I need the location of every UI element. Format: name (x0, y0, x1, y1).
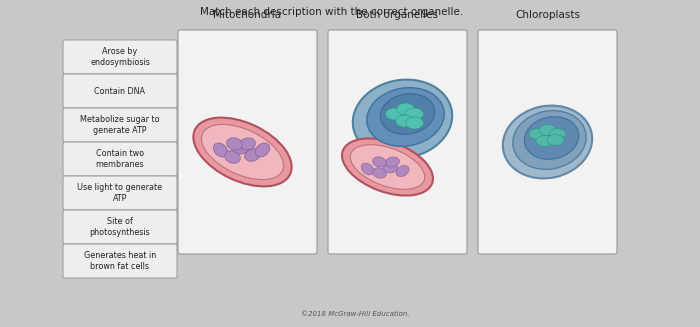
FancyBboxPatch shape (328, 30, 467, 254)
Text: Contain DNA: Contain DNA (94, 87, 146, 95)
Ellipse shape (350, 145, 425, 189)
FancyBboxPatch shape (63, 142, 177, 176)
Ellipse shape (353, 79, 452, 158)
Ellipse shape (245, 149, 260, 161)
Ellipse shape (405, 117, 424, 129)
Text: Site of
photosynthesis: Site of photosynthesis (90, 217, 150, 237)
Ellipse shape (547, 134, 564, 146)
Text: Mitochondria: Mitochondria (214, 10, 281, 20)
Text: Chloroplasts: Chloroplasts (515, 10, 580, 20)
Text: Use light to generate
ATP: Use light to generate ATP (78, 183, 162, 203)
Ellipse shape (372, 157, 386, 167)
Ellipse shape (367, 88, 444, 146)
Ellipse shape (549, 129, 566, 140)
Ellipse shape (380, 94, 435, 134)
Ellipse shape (227, 138, 242, 150)
FancyBboxPatch shape (63, 74, 177, 108)
Ellipse shape (214, 143, 228, 157)
Ellipse shape (539, 125, 556, 135)
FancyBboxPatch shape (63, 210, 177, 244)
Ellipse shape (225, 151, 240, 163)
FancyBboxPatch shape (63, 244, 177, 278)
Text: Contain two
membranes: Contain two membranes (96, 149, 144, 169)
Ellipse shape (513, 111, 586, 169)
Ellipse shape (396, 103, 414, 115)
Ellipse shape (361, 163, 374, 175)
Ellipse shape (372, 168, 386, 178)
Text: Match each description with the correct organelle.: Match each description with the correct … (200, 7, 463, 17)
Ellipse shape (256, 143, 270, 157)
Ellipse shape (386, 157, 400, 167)
Ellipse shape (536, 135, 553, 146)
Ellipse shape (239, 138, 255, 150)
Text: Both organelles: Both organelles (356, 10, 438, 20)
Ellipse shape (529, 129, 546, 140)
Ellipse shape (342, 138, 433, 196)
FancyBboxPatch shape (63, 176, 177, 210)
Ellipse shape (395, 115, 414, 127)
FancyBboxPatch shape (478, 30, 617, 254)
Text: ©2018 McGraw-Hill Education.: ©2018 McGraw-Hill Education. (301, 311, 410, 317)
Ellipse shape (232, 142, 248, 154)
Text: Generates heat in
brown fat cells: Generates heat in brown fat cells (84, 251, 156, 271)
Ellipse shape (405, 108, 424, 120)
Ellipse shape (524, 117, 579, 159)
FancyBboxPatch shape (178, 30, 317, 254)
Text: Arose by
endosymbiosis: Arose by endosymbiosis (90, 47, 150, 67)
Ellipse shape (503, 106, 592, 179)
Ellipse shape (202, 124, 284, 180)
Ellipse shape (384, 163, 398, 173)
Text: Metabolize sugar to
generate ATP: Metabolize sugar to generate ATP (80, 115, 160, 135)
FancyBboxPatch shape (63, 108, 177, 142)
FancyBboxPatch shape (63, 40, 177, 74)
Ellipse shape (396, 165, 409, 177)
Ellipse shape (386, 108, 403, 120)
Ellipse shape (193, 118, 292, 186)
